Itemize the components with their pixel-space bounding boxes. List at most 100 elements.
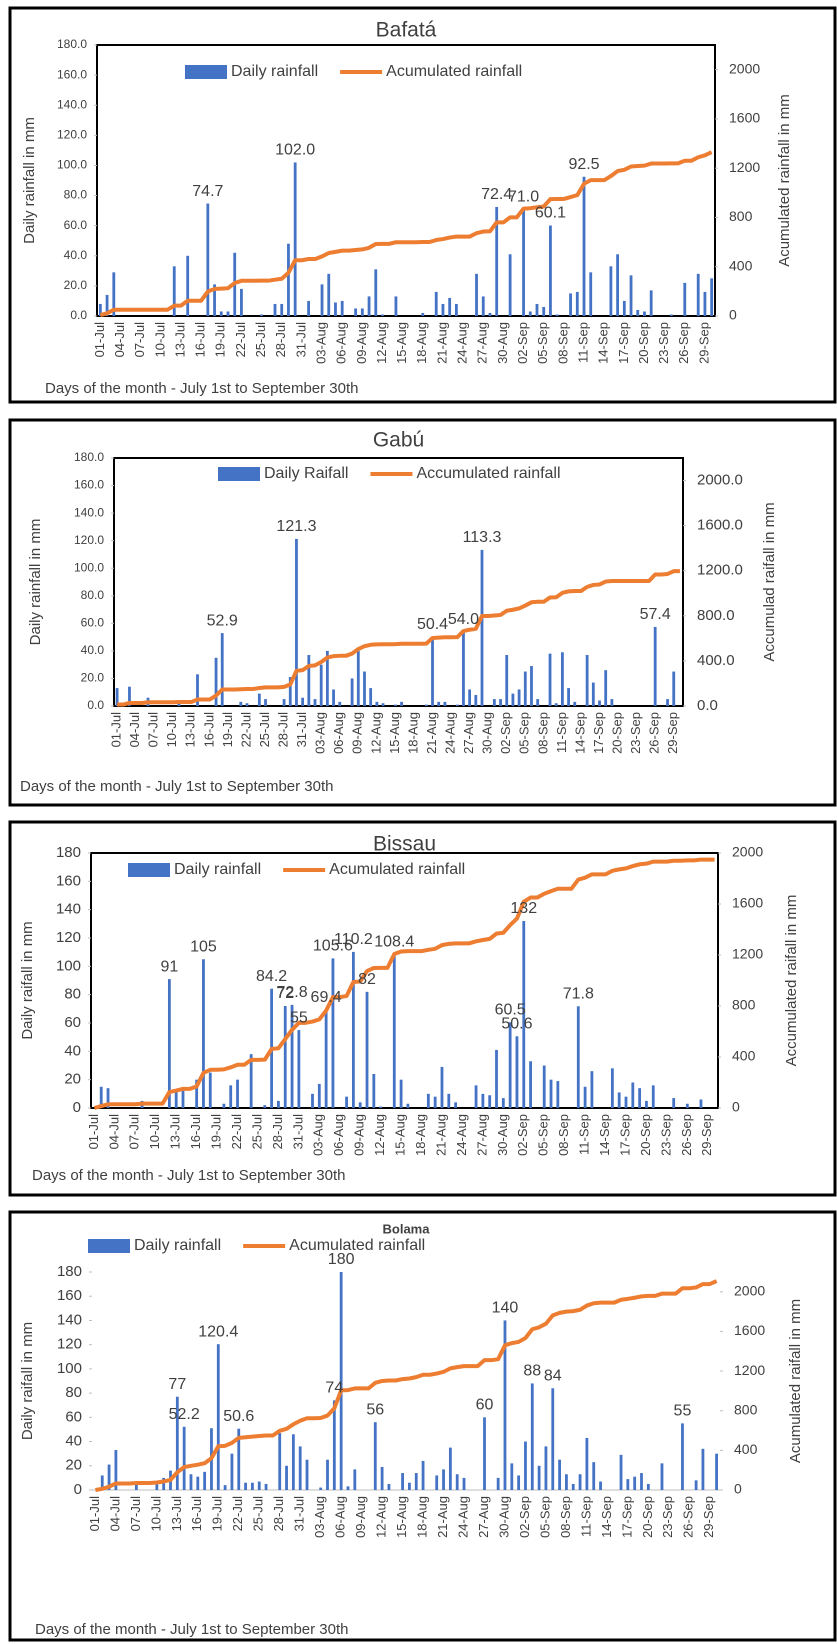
y-tick-label: 180	[57, 1263, 82, 1280]
bar	[278, 1433, 282, 1490]
bar	[327, 273, 331, 316]
bar	[172, 266, 176, 316]
bar	[249, 1054, 253, 1108]
bar	[134, 1483, 138, 1490]
bar	[481, 296, 485, 316]
y2-tick-label: 0	[734, 1481, 742, 1497]
bar	[236, 1079, 239, 1108]
bar	[106, 1088, 110, 1108]
value-label: 54.0	[448, 611, 479, 628]
bar	[640, 1473, 643, 1490]
bar	[508, 1022, 512, 1108]
x-tick-label: 09-Aug	[354, 322, 369, 364]
value-label: 84	[544, 1367, 562, 1384]
bar	[672, 1098, 676, 1108]
y-tick-label: 140	[56, 901, 81, 918]
value-label: 84.2	[256, 968, 287, 985]
value-label: 60	[476, 1397, 494, 1414]
bar	[703, 291, 707, 316]
x-tick-label: 17-Sep	[617, 1114, 632, 1156]
bar	[542, 306, 546, 316]
bar	[669, 314, 673, 316]
bar	[653, 626, 657, 706]
value-label: 69.4	[311, 989, 342, 1006]
bar	[536, 699, 540, 706]
bar	[213, 284, 216, 316]
legend-label: Accumulated rainfall	[416, 465, 560, 482]
bar	[426, 1093, 430, 1108]
bar	[558, 1459, 561, 1490]
x-tick-label: 02-Sep	[498, 712, 513, 754]
x-tick-label: 16-Jul	[189, 1496, 204, 1532]
bar	[636, 309, 640, 316]
bar	[503, 1320, 507, 1490]
y2-tick-label: 400.0	[697, 652, 735, 669]
x-tick-label: 17-Sep	[616, 322, 631, 364]
bar	[311, 1093, 314, 1108]
x-tick-label: 09-Aug	[350, 712, 365, 754]
bar	[379, 1106, 383, 1108]
bar	[360, 308, 364, 316]
bar	[565, 1474, 568, 1490]
x-tick-label: 31-Jul	[290, 1114, 305, 1150]
plot-frame	[90, 852, 719, 1109]
x-tick-label: 10-Jul	[152, 322, 167, 358]
legend-label: Daily Raifall	[264, 465, 348, 482]
legend-label: Acumulated rainfall	[386, 63, 522, 80]
x-tick-label: 01-Jul	[87, 1496, 102, 1532]
y-tick-label: 140	[57, 1311, 82, 1328]
bar	[307, 655, 311, 706]
x-tick-label: 07-Jul	[132, 322, 147, 358]
bar	[369, 688, 373, 706]
x-tick-label: 24-Aug	[455, 1496, 470, 1538]
legend-swatch	[218, 467, 260, 481]
bar	[381, 314, 384, 316]
x-tick-label: 29-Sep	[699, 1114, 714, 1156]
x-tick-label: 15-Aug	[394, 322, 409, 364]
value-label: 108.4	[374, 934, 414, 951]
x-tick-label: 23-Sep	[656, 322, 671, 364]
x-tick-label: 06-Aug	[331, 712, 346, 754]
bar	[529, 1061, 532, 1108]
y-axis-label: Daily raifall in mm	[19, 921, 36, 1039]
bar	[339, 1272, 343, 1490]
y-tick-label: 140.0	[74, 505, 104, 519]
x-tick-label: 20-Sep	[640, 1496, 655, 1538]
bar	[696, 273, 700, 316]
bar	[435, 1475, 439, 1490]
x-axis-label: Days of the month - July 1st to Septembe…	[20, 778, 334, 795]
bar	[542, 1065, 546, 1108]
accumulated-line	[93, 857, 715, 1110]
x-tick-label: 26-Sep	[647, 712, 662, 754]
x-tick-label: 30-Aug	[495, 322, 510, 364]
bar	[511, 693, 515, 706]
x-tick-label: 20-Sep	[638, 1114, 653, 1156]
bar	[626, 1479, 630, 1490]
x-tick-label: 15-Aug	[387, 712, 402, 754]
x-tick-label: 18-Aug	[413, 1114, 428, 1156]
bar	[554, 703, 558, 706]
y2-tick-label: 800	[734, 1401, 758, 1417]
bar	[590, 1071, 594, 1108]
bar	[629, 275, 633, 316]
bar	[264, 1483, 268, 1490]
bar	[455, 704, 459, 706]
y-tick-label: 180.0	[74, 450, 104, 464]
value-label: 72.8	[276, 984, 307, 1001]
x-tick-label: 04-Jul	[106, 1114, 121, 1150]
bar	[617, 1092, 621, 1108]
x-tick-label: 21-Aug	[424, 712, 439, 754]
bar	[454, 1102, 458, 1108]
y-tick-label: 60.0	[64, 218, 88, 232]
x-tick-label: 05-Sep	[535, 322, 550, 364]
bar	[551, 1388, 555, 1490]
bar	[319, 1487, 323, 1490]
y2-tick-label: 1600	[729, 110, 760, 126]
y-tick-label: 160.0	[74, 478, 104, 492]
bar	[290, 1004, 294, 1108]
bar	[598, 700, 601, 706]
bar	[219, 311, 223, 316]
bar	[287, 243, 290, 316]
bar	[226, 311, 230, 316]
value-label: 140	[492, 1300, 519, 1317]
